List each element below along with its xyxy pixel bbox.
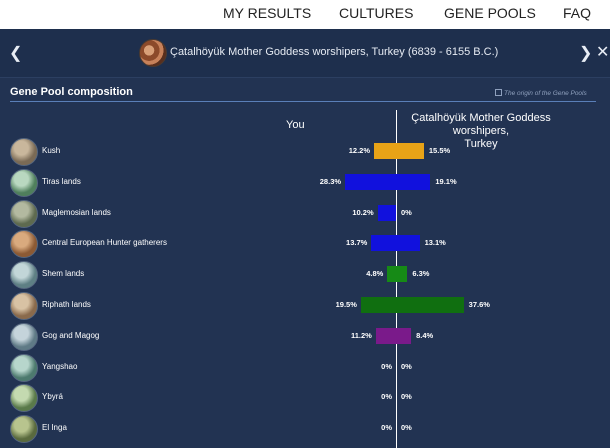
you-bar	[375, 327, 396, 344]
gene-pool-label: Gog and Magog	[42, 330, 100, 340]
column-header-you: You	[286, 119, 305, 131]
culture-percentage: 19.1%	[435, 176, 457, 186]
you-bar	[377, 204, 396, 221]
origin-link-label: The origin of the Gene Pools	[504, 90, 587, 97]
culture-header: ❮ Çatalhöyük Mother Goddess worshipers, …	[0, 29, 610, 78]
culture-bar	[396, 173, 431, 190]
gene-pool-row[interactable]: Yangshao 0% 0%	[0, 352, 610, 383]
you-percentage: 11.2%	[350, 330, 372, 340]
gene-pool-avatar-icon	[10, 199, 38, 228]
culture-bar	[396, 297, 464, 313]
you-percentage: 28.3%	[319, 176, 342, 186]
gene-pool-row[interactable]: Central European Hunter gatherers 13.7% 13…	[0, 228, 610, 259]
gene-pool-row[interactable]: Tiras lands 28.3% 19.1%	[0, 167, 610, 198]
origin-link[interactable]: The origin of the Gene Pools	[495, 89, 587, 97]
gene-pool-row[interactable]: Maglemosian lands 10.2% 0%	[0, 198, 610, 229]
gene-pool-avatar-icon	[10, 384, 38, 413]
gene-pool-label: Ybyrá	[42, 392, 63, 402]
culture-percentage: 6.3%	[412, 269, 430, 279]
chevron-left-icon[interactable]: ❮	[9, 45, 23, 62]
gene-pool-label: El Inga	[42, 423, 67, 433]
you-percentage: 13.7%	[346, 238, 368, 248]
culture-percentage: 15.5%	[428, 146, 451, 155]
gene-pool-row[interactable]: Shem lands 4.8% 6.3%	[0, 259, 610, 290]
you-percentage: 19.5%	[335, 300, 357, 309]
close-icon[interactable]: ✕	[596, 44, 610, 61]
you-percentage: 0%	[381, 423, 392, 433]
you-bar	[371, 235, 396, 252]
checkbox-icon	[495, 89, 502, 96]
column-header-culture-line1: Çatalhöyük Mother Goddess worshipers,	[411, 112, 551, 137]
nav-faq[interactable]: FAQ	[563, 5, 592, 21]
culture-percentage: 0%	[401, 392, 412, 402]
nav-my-results[interactable]: MY RESULTS	[223, 5, 312, 21]
gene-pool-label: Shem lands	[42, 269, 85, 279]
culture-percentage: 0%	[401, 361, 412, 371]
gene-pool-avatar-icon	[10, 322, 38, 351]
gene-pool-row[interactable]: Riphath lands 19.5% 37.6%	[0, 290, 610, 321]
you-percentage: 0%	[381, 392, 392, 402]
culture-percentage: 0%	[401, 207, 412, 217]
culture-percentage: 37.6%	[468, 300, 490, 309]
gene-pool-avatar-icon	[10, 292, 38, 320]
culture-bar	[396, 235, 420, 252]
gene-pool-label: Central European Hunter gatherers	[42, 238, 167, 248]
you-bar	[374, 143, 396, 159]
section-title: Gene Pool composition	[10, 86, 133, 98]
you-percentage: 12.2%	[348, 146, 371, 155]
culture-bar	[396, 327, 412, 344]
nav-cultures[interactable]: CULTURES	[339, 5, 414, 21]
you-bar	[387, 266, 396, 283]
nav-gene-pools[interactable]: GENE POOLS	[444, 5, 536, 21]
you-bar	[345, 173, 396, 190]
gene-pool-row[interactable]: Ybyrá 0% 0%	[0, 382, 610, 413]
culture-bar	[396, 266, 408, 283]
column-header-culture-line2: Turkey	[464, 138, 498, 150]
gene-pool-avatar-icon	[10, 415, 38, 444]
gene-pool-avatar-icon	[10, 138, 38, 166]
gene-pool-label: Kush	[42, 146, 61, 155]
top-navigation: MY RESULTS CULTURES GENE POOLS FAQ	[0, 0, 610, 29]
you-percentage: 4.8%	[366, 269, 384, 279]
gene-pool-label: Tiras lands	[42, 176, 81, 186]
culture-percentage: 13.1%	[424, 238, 446, 248]
chevron-right-icon[interactable]: ❯	[579, 45, 593, 62]
culture-percentage: 0%	[401, 423, 412, 433]
gene-pool-row[interactable]: El Inga 0% 0%	[0, 413, 610, 444]
gene-pool-row[interactable]: Kush 12.2% 15.5%	[0, 136, 610, 167]
gene-pool-avatar-icon	[10, 168, 38, 197]
section-divider	[10, 101, 596, 102]
gene-pool-avatar-icon	[10, 261, 38, 290]
culture-bar	[396, 143, 424, 159]
gene-pool-row[interactable]: Gog and Magog 11.2% 8.4%	[0, 321, 610, 352]
gene-pool-avatar-icon	[10, 353, 38, 382]
column-header-culture: Çatalhöyük Mother Goddess worshipers, Tu…	[399, 112, 563, 151]
gene-pool-label: Yangshao	[42, 361, 78, 371]
gene-pool-avatar-icon	[10, 230, 38, 259]
culture-title: Çatalhöyük Mother Goddess worshipers, Tu…	[170, 46, 499, 58]
culture-percentage: 8.4%	[416, 330, 434, 340]
culture-thumbnail	[139, 39, 167, 67]
you-percentage: 10.2%	[352, 207, 374, 217]
gene-pool-label: Riphath lands	[42, 300, 91, 309]
gene-pool-label: Maglemosian lands	[42, 207, 111, 217]
you-percentage: 0%	[381, 361, 392, 371]
you-bar	[360, 297, 396, 313]
